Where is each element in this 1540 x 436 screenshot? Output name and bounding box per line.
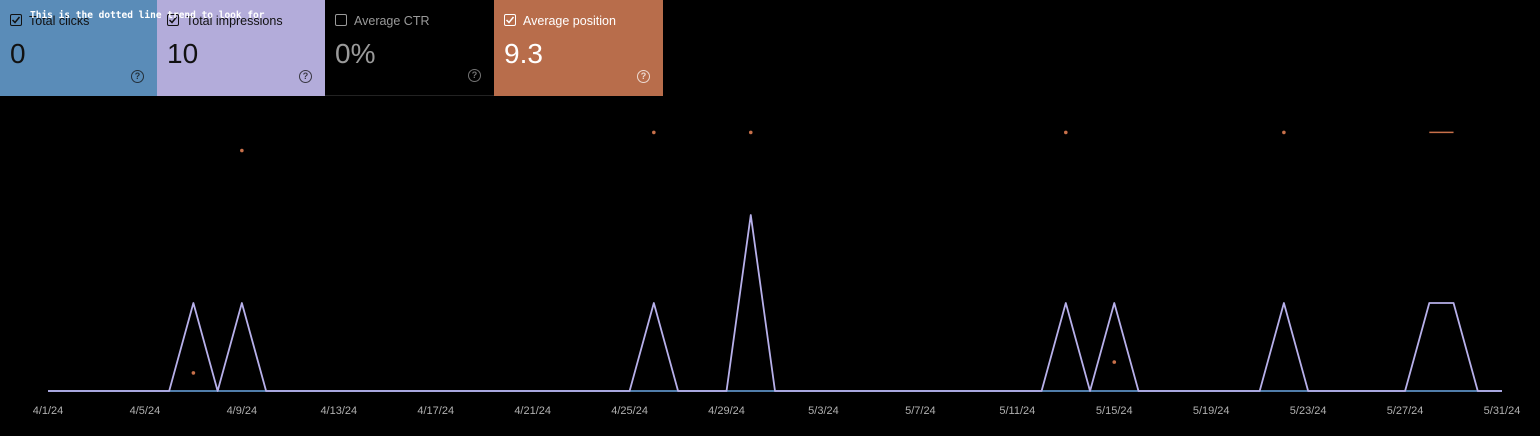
help-icon[interactable]: ? (637, 70, 650, 83)
check-mark (168, 16, 178, 24)
x-tick-label: 4/9/24 (227, 405, 258, 417)
metric-value: 0 (10, 38, 26, 69)
data-point (1064, 130, 1068, 135)
metric-label: Average CTR (354, 14, 430, 28)
x-tick-label: 4/5/24 (130, 405, 161, 417)
data-point (191, 371, 196, 375)
metric-value: 10 (167, 38, 199, 69)
x-tick-label: 5/27/24 (1387, 405, 1424, 417)
x-tick-label: 5/3/24 (808, 405, 839, 417)
x-tick-label: 4/29/24 (708, 405, 745, 417)
series-line (48, 214, 1502, 392)
data-point (240, 148, 244, 153)
metric-value: 0% (335, 38, 376, 69)
metric-card[interactable]: Average position 9.3? (494, 0, 663, 96)
checkbox[interactable] (504, 14, 516, 26)
checkbox[interactable] (167, 14, 179, 26)
help-icon[interactable]: ? (468, 69, 481, 82)
data-point (748, 130, 753, 135)
check-mark (505, 16, 515, 24)
check-mark (11, 16, 21, 24)
annotation: This is the dotted line trend to look fo… (30, 10, 265, 21)
help-icon[interactable]: ? (131, 70, 144, 83)
metric-cards: Total clicks 0? Total impressions 10? Averag… (0, 0, 663, 96)
x-tick-label: 5/15/24 (1096, 405, 1133, 417)
metric-card[interactable]: Average CTR 0%? (325, 0, 494, 96)
checkbox[interactable] (10, 14, 22, 26)
metric-value: 9.3 (504, 38, 543, 69)
x-tick-label: 4/17/24 (417, 405, 454, 417)
x-tick-label: 5/7/24 (905, 405, 936, 417)
x-tick-label: 4/13/24 (320, 405, 357, 417)
x-tick-label: 4/1/24 (33, 405, 64, 417)
metric-label: Total impressions (186, 14, 283, 28)
x-tick-label: 4/21/24 (514, 405, 551, 417)
x-tick-label: 5/31/24 (1484, 405, 1521, 417)
data-point (652, 130, 656, 135)
checkbox[interactable] (335, 14, 347, 26)
metric-card[interactable]: Total impressions 10? (157, 0, 325, 96)
x-tick-label: 4/25/24 (611, 405, 648, 417)
metric-label: Total clicks (29, 14, 90, 28)
data-point (1112, 360, 1117, 364)
x-tick-label: 5/19/24 (1193, 405, 1230, 417)
help-icon[interactable]: ? (299, 70, 312, 83)
metric-card[interactable]: Total clicks 0? (0, 0, 157, 96)
x-tick-label: 5/23/24 (1290, 405, 1327, 417)
metric-label: Average position (523, 14, 616, 28)
data-point (1282, 130, 1286, 135)
x-tick-label: 5/11/24 (999, 405, 1035, 417)
